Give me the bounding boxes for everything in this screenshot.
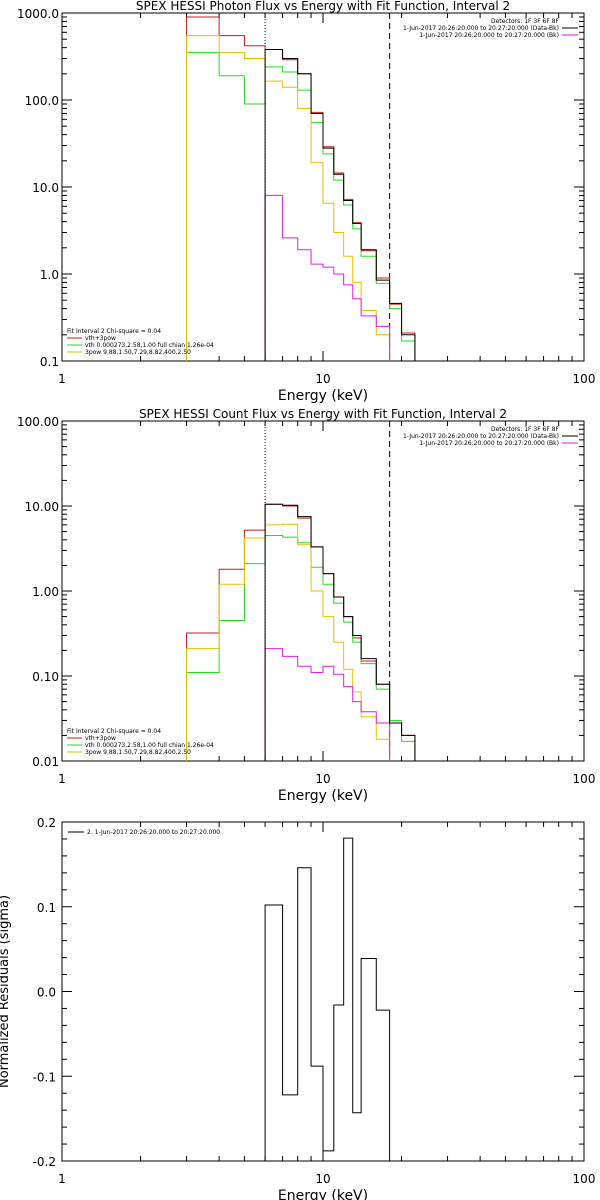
x-axis-label: Energy (keV) [278, 788, 368, 804]
series-vth [186, 534, 416, 761]
x-tick-label: 100 [573, 772, 596, 786]
plot-area [186, 421, 416, 761]
series-bk [264, 194, 391, 361]
y-ticks [62, 821, 584, 1162]
x-ticks [61, 421, 585, 761]
legend-topright-text: 1-Jun-2017 20:26:20.000 to 20:27:20.000 … [403, 25, 559, 32]
legend-bottomleft-text: vth 0.000273,2.58,1.00 full chian 1.26e-… [85, 342, 214, 349]
legend-bottomleft-text: vth+3pow [85, 335, 116, 342]
chart-title: SPEX HESSI Photon Flux vs Energy with Fi… [136, 0, 510, 13]
legend-bottomleft-text: 3pow 9.88,1.50,7.29,8.82,400,2.50 [85, 349, 191, 356]
x-tick-label: 10 [315, 772, 330, 786]
y-tick-label: 0.2 [37, 816, 56, 830]
plot-panel-2: SPEX HESSI Count Flux vs Energy with Fit… [17, 407, 595, 804]
series-vth-3pow [186, 503, 416, 761]
y-ticks [62, 16, 584, 362]
legend-bottomleft-text: Fit Interval 2 Chi-square = 0.04 [67, 328, 161, 335]
legend-text: 2. 1-Jun-2017 20:26:20.000 to 20:27:20.0… [87, 829, 220, 836]
plot-panel-3: 1 10 100 Energy (keV) -0.2 -0.1 0.0 0.1 0.2 Norma… [0, 816, 595, 1200]
y-tick-label: 0.01 [32, 755, 59, 769]
series-residuals [264, 837, 391, 1161]
y-axis-label: Normalized Residuals (sigma) [0, 895, 12, 1088]
x-ticks [61, 822, 585, 1161]
y-tick-label: 100.0 [25, 94, 59, 108]
x-tick-label: 10 [315, 1172, 330, 1186]
x-tick-label: 100 [573, 1172, 596, 1186]
y-ticks [62, 424, 584, 762]
series-vth [186, 52, 416, 361]
y-tick-label: 1.00 [32, 585, 59, 599]
y-tick-label: 0.1 [37, 901, 56, 915]
series-data-bk [264, 49, 416, 361]
x-axis-label: Energy (keV) [278, 1188, 368, 1200]
legend-topright-text: 1-Jun-2017 20:26:20.000 to 20:27:20.000 … [419, 440, 559, 447]
legend-topright-text: Detectors: 1F 3F 6F 8F [491, 426, 560, 433]
legend-topright-text: 1-Jun-2017 20:26:20.000 to 20:27:20.000 … [419, 32, 559, 39]
series-vth-3pow [186, 16, 416, 361]
series-bk [264, 648, 391, 761]
plot-area [264, 837, 391, 1161]
x-axis-label: Energy (keV) [278, 388, 368, 404]
legend-topright-text: 1-Jun-2017 20:26:20.000 to 20:27:20.000 … [403, 433, 559, 440]
legend-topright-text: Detectors: 1F 3F 6F 8F [491, 18, 560, 25]
y-tick-label: 0.0 [37, 986, 56, 1000]
series-3pow [186, 523, 391, 761]
series-3pow [186, 35, 391, 361]
legend-bottomleft-text: Fit Interval 2 Chi-square = 0.04 [67, 728, 161, 735]
chart-title: SPEX HESSI Count Flux vs Energy with Fit… [139, 407, 507, 421]
legend-bottomleft-text: vth+3pow [85, 735, 116, 742]
y-tick-label: 0.1 [40, 355, 59, 369]
x-tick-label: 1 [58, 772, 66, 786]
y-tick-label: 1000.0 [17, 7, 59, 21]
series-data-bk [264, 503, 416, 761]
x-tick-label: 1 [58, 372, 66, 386]
y-tick-label: 10.00 [25, 500, 59, 514]
x-tick-label: 10 [315, 372, 330, 386]
y-tick-label: -0.1 [33, 1070, 56, 1084]
x-tick-label: 100 [573, 372, 596, 386]
plot-area [186, 13, 416, 361]
y-tick-label: 1.0 [40, 268, 59, 282]
x-tick-label: 1 [58, 1172, 66, 1186]
legend-bottomleft-text: 3pow 9.88,1.50,7.29,8.82,400,2.50 [85, 749, 191, 756]
plot-panel-1: SPEX HESSI Photon Flux vs Energy with Fi… [17, 0, 595, 404]
y-tick-label: 100.00 [17, 415, 59, 429]
y-tick-label: 0.10 [32, 670, 59, 684]
y-tick-label: -0.2 [33, 1155, 56, 1169]
y-tick-label: 10.0 [32, 181, 59, 195]
legend-bottomleft-text: vth 0.000273,2.58,1.00 full chian 1.26e-… [85, 742, 214, 749]
